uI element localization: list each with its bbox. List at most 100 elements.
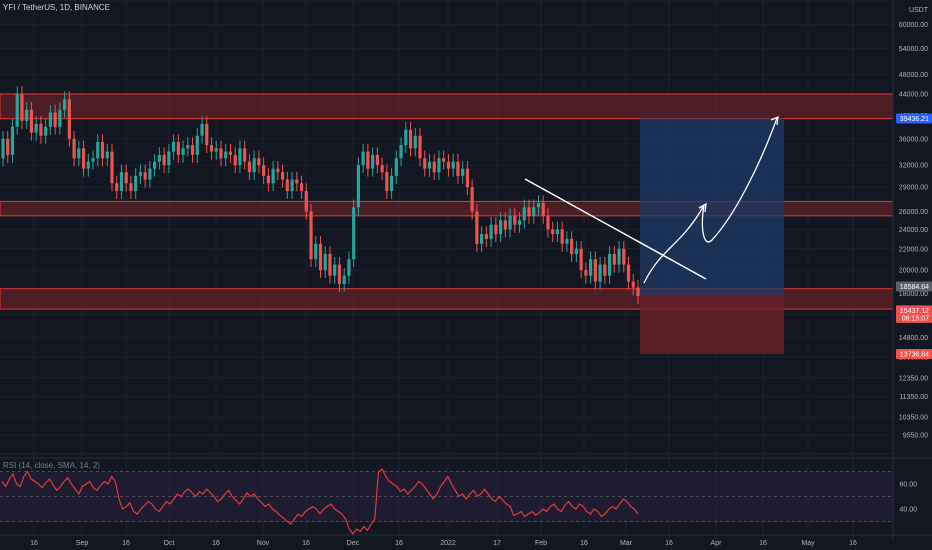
candle-body (63, 99, 67, 110)
candle-body (15, 94, 19, 127)
price-tick-label: 20000.00 (899, 268, 928, 275)
candle-body (299, 183, 304, 191)
price-badge-label: 06:15:07 (902, 315, 929, 322)
candle-body (489, 224, 493, 239)
candle-body (333, 264, 337, 276)
candle-body (337, 264, 342, 284)
candle-body (352, 207, 356, 260)
candle-body (100, 141, 105, 159)
price-badge-label: 13736.84 (900, 352, 929, 359)
price-zone (0, 93, 894, 120)
candle-body (612, 253, 616, 265)
candle-body (190, 145, 195, 155)
candle-body (304, 190, 308, 212)
price-tick-label: 29000.00 (899, 185, 928, 192)
candle-body (77, 148, 81, 159)
rsi-title: RSI (14, close, SMA, 14, 2) (3, 461, 100, 470)
candle-body (536, 203, 541, 208)
candle-body (418, 135, 422, 159)
candle-body (44, 126, 48, 136)
candle-body (290, 179, 294, 191)
candle-body (484, 234, 488, 239)
candle-body (551, 229, 555, 235)
candle-body (494, 224, 498, 235)
candle-body (209, 145, 214, 152)
price-tick-label: 14800.00 (899, 335, 928, 342)
price-tick-label: 26000.00 (899, 209, 928, 216)
time-tick-label: 16 (30, 540, 38, 547)
candle-body (266, 175, 270, 184)
candle-body (280, 172, 285, 180)
candle-body (432, 161, 436, 173)
candle-body (153, 161, 157, 169)
candle-body (39, 123, 43, 136)
time-tick-label: Oct (164, 540, 175, 547)
candle-body (361, 151, 365, 166)
candle-body (214, 148, 218, 152)
symbol-title: YFI / TetherUS, 1D, BINANCE (3, 3, 110, 12)
candle-body (91, 158, 95, 162)
candle-body (200, 123, 204, 136)
candle-body (257, 158, 261, 166)
candle-body (593, 259, 597, 282)
candle-body (143, 172, 147, 180)
candle-body (413, 135, 417, 149)
time-tick-label: 16 (849, 540, 857, 547)
candle-body (157, 154, 161, 162)
price-tick-label: 10350.00 (899, 415, 928, 422)
candle-body (171, 141, 176, 152)
candle-body (527, 207, 531, 216)
time-tick-label: 16 (212, 540, 220, 547)
candle-body (186, 145, 190, 149)
stop-zone (640, 294, 784, 354)
candle-body (546, 215, 550, 230)
candle-body (224, 151, 228, 159)
candle-body (503, 220, 507, 230)
price-tick-label: 36000.00 (899, 136, 928, 143)
candle-body (607, 253, 612, 276)
candle-body (603, 264, 607, 276)
candle-body (389, 175, 394, 191)
candle-body (636, 287, 640, 297)
price-tick-label: 32000.00 (899, 163, 928, 170)
price-tick-label: 22000.00 (899, 246, 928, 253)
candle-body (456, 161, 460, 176)
rsi-tick-label: 40.00 (899, 507, 917, 514)
candle-body (205, 123, 209, 146)
candle-body (574, 248, 578, 254)
candle-body (570, 238, 574, 254)
candle-body (399, 145, 403, 159)
target-zone (640, 118, 784, 295)
candle-body (342, 275, 346, 284)
candle-body (243, 148, 247, 162)
price-badge (896, 281, 932, 292)
candle-body (404, 129, 408, 146)
candle-body (285, 179, 289, 191)
candle-body (10, 126, 15, 155)
candle-body (115, 183, 119, 191)
price-badge-label: 39436.21 (900, 116, 929, 123)
candle-body (380, 165, 384, 173)
price-badge-label: 15437.12 (900, 308, 929, 315)
candle-body (532, 207, 536, 216)
candle-body (6, 138, 10, 155)
candle-body (105, 151, 109, 159)
candle-body (124, 172, 128, 184)
candle-body (480, 234, 484, 244)
price-tick-label: 44000.00 (899, 92, 928, 99)
candle-body (461, 168, 465, 176)
candle-body (162, 154, 166, 166)
candle-body (366, 151, 370, 169)
time-tick-label: 17 (493, 540, 501, 547)
candle-body (195, 135, 199, 155)
candle-body (129, 183, 133, 191)
time-tick-label: 16 (122, 540, 130, 547)
candle-body (86, 161, 90, 169)
candle-body (228, 151, 233, 155)
price-tick-label: 18000.00 (899, 291, 928, 298)
price-badge (896, 349, 932, 359)
candle-body (309, 211, 313, 260)
candle-body (371, 154, 375, 169)
time-tick-label: Nov (257, 540, 270, 547)
